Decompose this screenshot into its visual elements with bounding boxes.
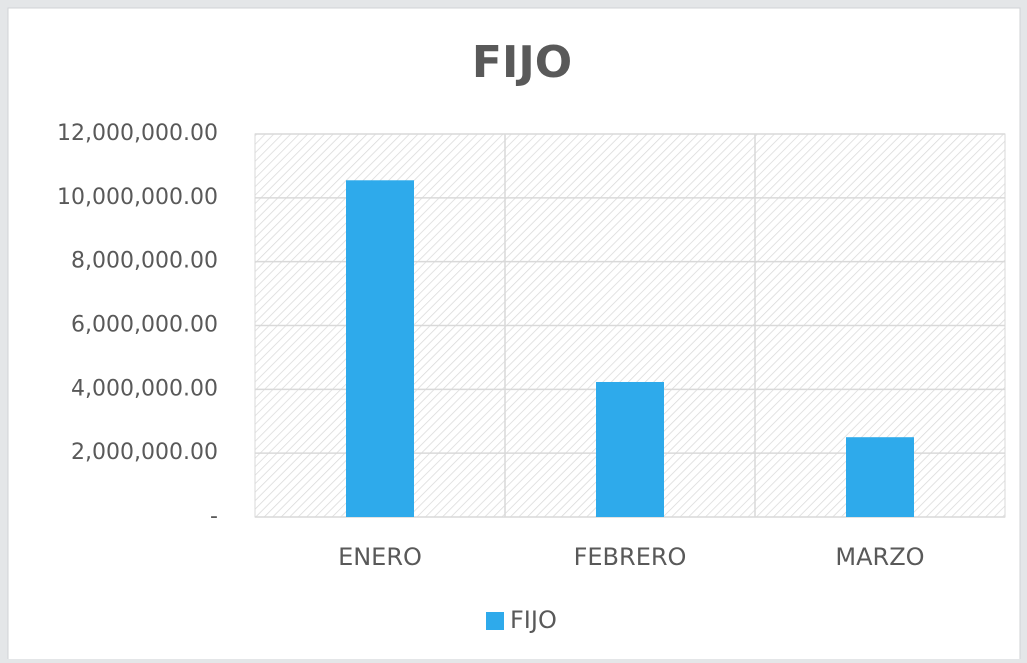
chart-title: FIJO <box>472 37 572 88</box>
y-tick-label: 12,000,000.00 <box>57 121 218 146</box>
x-tick-label: FEBRERO <box>574 543 687 571</box>
bar <box>846 437 914 517</box>
y-tick-label: 4,000,000.00 <box>71 376 218 401</box>
x-tick-label: MARZO <box>835 543 924 571</box>
x-tick-label: ENERO <box>338 543 422 571</box>
y-tick-label: 8,000,000.00 <box>71 249 218 274</box>
legend-label: FIJO <box>510 606 557 634</box>
legend-swatch <box>486 612 504 630</box>
bar <box>346 180 414 517</box>
y-tick-label: 6,000,000.00 <box>71 313 218 338</box>
y-tick-label: - <box>210 504 218 529</box>
y-tick-label: 2,000,000.00 <box>71 440 218 465</box>
y-tick-label: 10,000,000.00 <box>57 185 218 210</box>
bar <box>596 381 664 517</box>
